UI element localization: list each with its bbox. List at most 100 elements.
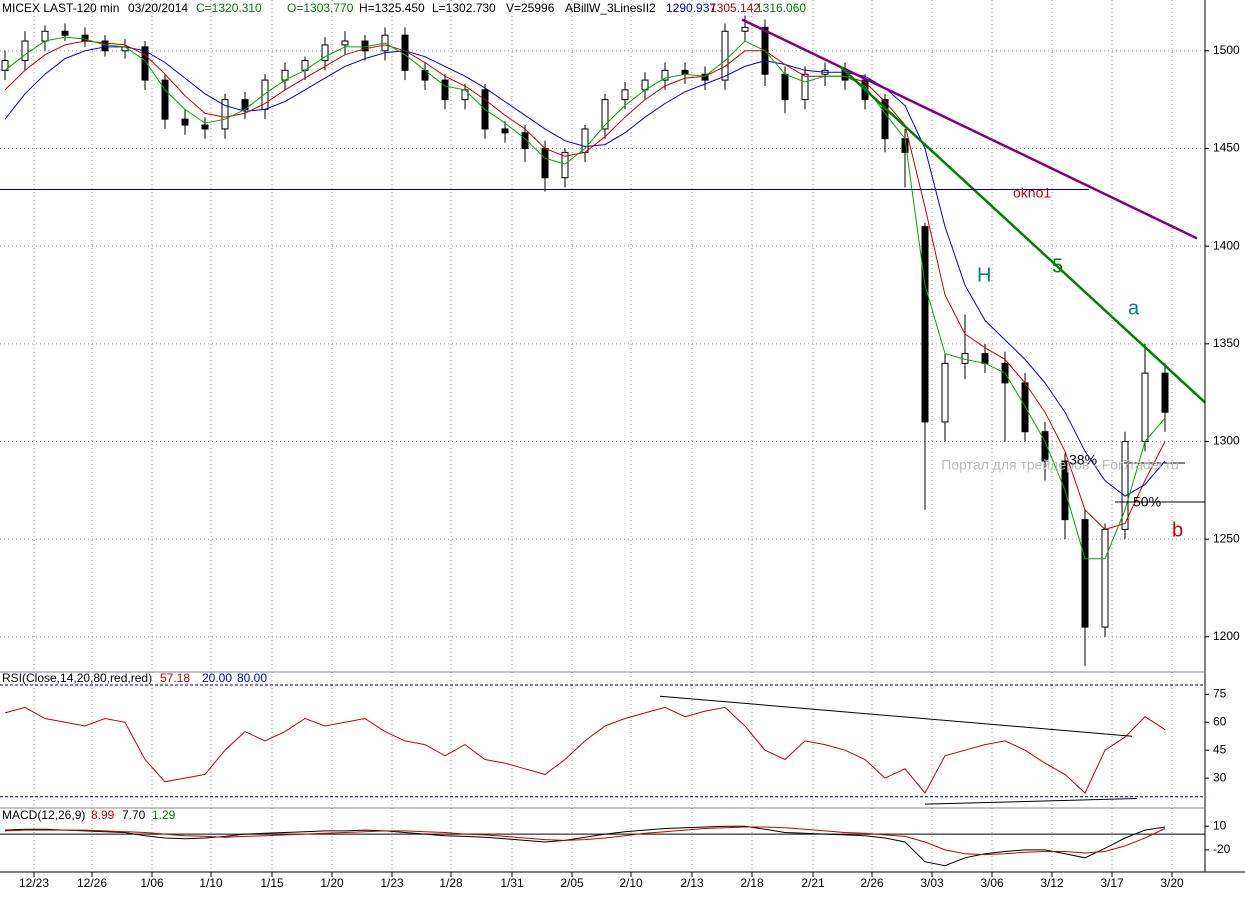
rsi-value: 57.18 bbox=[160, 671, 190, 685]
candle-body bbox=[701, 73, 709, 81]
date: 03/20/2014 bbox=[128, 1, 188, 15]
y-tick-label: 10 bbox=[1213, 818, 1227, 832]
candle-body bbox=[401, 34, 409, 71]
candle-body bbox=[601, 99, 609, 130]
annotation: okno1 bbox=[1013, 185, 1051, 201]
annotation: 50% bbox=[1133, 494, 1161, 510]
candle-body bbox=[321, 44, 329, 62]
x-tick-label: 3/03 bbox=[920, 876, 944, 890]
candle-body bbox=[21, 40, 29, 62]
trend-line bbox=[924, 798, 1138, 805]
indicator: ABillW_3LinesII2 bbox=[565, 1, 656, 15]
y-tick-label: 45 bbox=[1213, 742, 1227, 756]
annotation: H bbox=[977, 264, 991, 286]
x-tick-label: 2/21 bbox=[801, 876, 825, 890]
title: MICEX LAST-120 min bbox=[2, 1, 119, 15]
y-tick-label: 1350 bbox=[1213, 336, 1240, 350]
candle-body bbox=[801, 73, 809, 101]
plot-area bbox=[0, 0, 1206, 872]
candle-body bbox=[161, 79, 169, 120]
y-tick-label: 1400 bbox=[1213, 238, 1240, 252]
candle-body bbox=[341, 40, 349, 46]
watermark: Портал для трейдеров - For7rader.ru bbox=[941, 457, 1178, 473]
rsi-value: 80.00 bbox=[237, 671, 267, 685]
trend-line bbox=[741, 18, 1198, 240]
candle-body bbox=[921, 226, 929, 423]
info: L=1302.730 bbox=[432, 1, 496, 15]
series-line bbox=[4, 36, 1166, 560]
y-tick-label: 1300 bbox=[1213, 434, 1240, 448]
indicator-value: 1316.060 bbox=[756, 1, 806, 15]
annotation: 5 bbox=[1052, 255, 1063, 277]
candle-body bbox=[1161, 372, 1169, 413]
candle-body bbox=[561, 151, 569, 179]
candle-body bbox=[1141, 372, 1149, 442]
rsi-title: RSI(Close,14,20,80,red,red) bbox=[2, 671, 152, 685]
macd-value: 8.99 bbox=[91, 808, 115, 822]
candle-body bbox=[981, 353, 989, 364]
candle-body bbox=[781, 73, 789, 101]
macd-value: 7.70 bbox=[122, 808, 146, 822]
y-tick-label: -20 bbox=[1213, 842, 1231, 856]
candle-body bbox=[1081, 519, 1089, 628]
y-tick-label: 1250 bbox=[1213, 531, 1240, 545]
info: C=1320.310 bbox=[196, 1, 262, 15]
candle-body bbox=[41, 30, 49, 42]
candle-body bbox=[441, 79, 449, 101]
x-tick-label: 1/31 bbox=[500, 876, 524, 890]
y-tick-label: 75 bbox=[1213, 687, 1227, 701]
candle-body bbox=[541, 147, 549, 179]
x-tick-label: 2/10 bbox=[619, 876, 643, 890]
candle-body bbox=[501, 128, 509, 134]
x-tick-label: 1/06 bbox=[140, 876, 164, 890]
y-tick-label: 1450 bbox=[1213, 141, 1240, 155]
x-tick-label: 2/18 bbox=[740, 876, 764, 890]
candle-body bbox=[741, 26, 749, 32]
x-tick-label: 1/28 bbox=[439, 876, 463, 890]
x-tick-label: 3/17 bbox=[1100, 876, 1124, 890]
candle-body bbox=[141, 46, 149, 81]
rsi-value: 20.00 bbox=[202, 671, 232, 685]
candle-body bbox=[681, 69, 689, 75]
annotation: b bbox=[1172, 519, 1183, 541]
x-tick-label: 1/10 bbox=[199, 876, 223, 890]
x-tick-label: 1/15 bbox=[260, 876, 284, 890]
annotation: 38% bbox=[1069, 452, 1097, 468]
candle-body bbox=[201, 124, 209, 130]
candle-body bbox=[1041, 431, 1049, 462]
x-tick-label: 2/05 bbox=[560, 876, 584, 890]
indicator-value: 1305.142 bbox=[710, 1, 760, 15]
info: O=1303.770 bbox=[287, 1, 354, 15]
candle-body bbox=[621, 89, 629, 101]
y-tick-label: 1200 bbox=[1213, 629, 1240, 643]
x-tick-label: 12/23 bbox=[19, 876, 49, 890]
candle-body bbox=[881, 99, 889, 140]
info: V=25996 bbox=[506, 1, 555, 15]
x-tick-label: 1/23 bbox=[380, 876, 404, 890]
candle-body bbox=[221, 99, 229, 130]
candle-body bbox=[521, 132, 529, 149]
candle-body bbox=[661, 69, 669, 81]
candle-body bbox=[181, 118, 189, 126]
x-tick-label: 3/12 bbox=[1040, 876, 1064, 890]
candle-body bbox=[1, 60, 9, 71]
x-tick-label: 3/20 bbox=[1160, 876, 1184, 890]
candle-body bbox=[721, 30, 729, 81]
series-line bbox=[4, 46, 1166, 497]
series-line bbox=[4, 825, 1166, 867]
series-line bbox=[4, 706, 1166, 794]
y-tick-label: 60 bbox=[1213, 714, 1227, 728]
series-line bbox=[4, 826, 1166, 856]
y-tick-label: 30 bbox=[1213, 770, 1227, 784]
candle-body bbox=[1121, 440, 1129, 530]
candle-body bbox=[941, 362, 949, 423]
annotation: a bbox=[1128, 297, 1140, 319]
x-tick-label: 2/13 bbox=[680, 876, 704, 890]
candle-body bbox=[1101, 528, 1109, 628]
x-tick-label: 3/06 bbox=[980, 876, 1004, 890]
y-tick-label: 1500 bbox=[1213, 43, 1240, 57]
series-line bbox=[4, 40, 1166, 530]
x-tick-label: 2/26 bbox=[860, 876, 884, 890]
